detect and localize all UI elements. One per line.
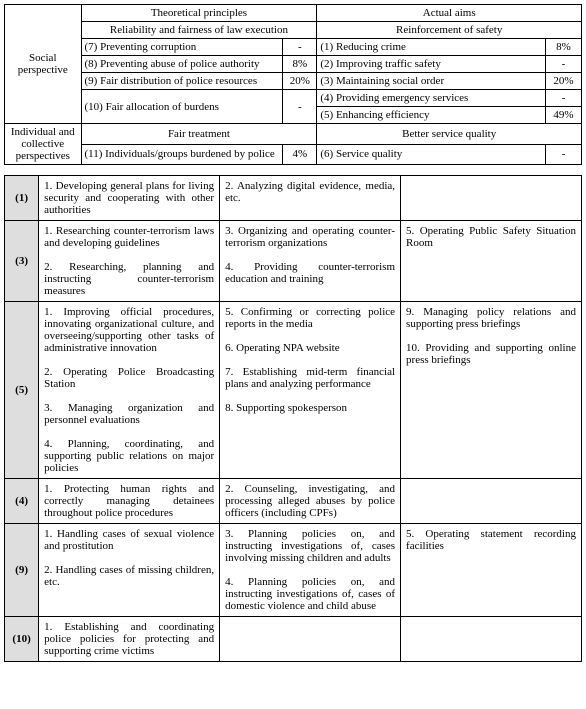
task-cell: 1. Developing general plans for living s… <box>39 176 220 221</box>
task-cell <box>220 617 401 662</box>
aim-pct: - <box>545 144 581 165</box>
aim-pct: - <box>545 90 581 107</box>
aim-pct: 49% <box>545 107 581 124</box>
task-cell: 1. Handling cases of sexual violence and… <box>39 524 220 617</box>
header-row: Social perspective Theoretical principle… <box>5 5 582 22</box>
task-idx: (9) <box>5 524 39 617</box>
task-row: (10)1. Establishing and coordinating pol… <box>5 617 582 662</box>
aim-pct: 8% <box>545 39 581 56</box>
task-row: (5)1. Improving official procedures, inn… <box>5 302 582 479</box>
task-cell: 2. Counseling, investigating, and proces… <box>220 479 401 524</box>
social-label: Social perspective <box>5 5 82 124</box>
task-cell: 1. Protecting human rights and correctly… <box>39 479 220 524</box>
task-idx: (4) <box>5 479 39 524</box>
theory-cell: (8) Preventing abuse of police authority <box>81 56 283 73</box>
task-cell: 5. Operating Public Safety Situation Roo… <box>401 221 582 302</box>
indiv-theory-header: Fair treatment <box>81 124 317 145</box>
task-idx: (1) <box>5 176 39 221</box>
task-row: (1)1. Developing general plans for livin… <box>5 176 582 221</box>
social-theory-header: Reliability and fairness of law executio… <box>81 22 317 39</box>
theory-pct: - <box>283 90 317 124</box>
theory-header: Theoretical principles <box>81 5 317 22</box>
task-cell: 2. Analyzing digital evidence, media, et… <box>220 176 401 221</box>
task-row: (4)1. Protecting human rights and correc… <box>5 479 582 524</box>
theory-pct: 8% <box>283 56 317 73</box>
task-cell: 1. Improving official procedures, innova… <box>39 302 220 479</box>
indiv-aims-header: Better service quality <box>317 124 582 145</box>
task-cell <box>401 479 582 524</box>
task-row: (9)1. Handling cases of sexual violence … <box>5 524 582 617</box>
task-cell: 1. Establishing and coordinating police … <box>39 617 220 662</box>
task-cell: 3. Planning policies on, and instructing… <box>220 524 401 617</box>
aim-cell: (4) Providing emergency services <box>317 90 545 107</box>
task-idx: (3) <box>5 221 39 302</box>
task-cell: 9. Managing policy relations and support… <box>401 302 582 479</box>
theory-cell: (10) Fair allocation of burdens <box>81 90 283 124</box>
social-aims-header: Reinforcement of safety <box>317 22 582 39</box>
task-cell: 5. Operating statement recording facilit… <box>401 524 582 617</box>
task-row: (3)1. Researching counter-terrorism laws… <box>5 221 582 302</box>
task-cell: 1. Researching counter-terrorism laws an… <box>39 221 220 302</box>
task-cell <box>401 176 582 221</box>
aim-cell: (6) Service quality <box>317 144 545 165</box>
task-idx: (5) <box>5 302 39 479</box>
theory-pct: 4% <box>283 144 317 165</box>
task-cell: 5. Confirming or correcting police repor… <box>220 302 401 479</box>
theory-pct: 20% <box>283 73 317 90</box>
tasks-table: (1)1. Developing general plans for livin… <box>4 175 582 662</box>
theory-cell: (9) Fair distribution of police resource… <box>81 73 283 90</box>
theory-cell: (11) Individuals/groups burdened by poli… <box>81 144 283 165</box>
task-idx: (10) <box>5 617 39 662</box>
task-cell: 3. Organizing and operating counter-terr… <box>220 221 401 302</box>
theory-pct: - <box>283 39 317 56</box>
aim-pct: - <box>545 56 581 73</box>
aims-header: Actual aims <box>317 5 582 22</box>
aim-cell: (2) Improving traffic safety <box>317 56 545 73</box>
aim-pct: 20% <box>545 73 581 90</box>
task-cell <box>401 617 582 662</box>
indiv-label: Individual and collective perspectives <box>5 124 82 165</box>
aim-cell: (3) Maintaining social order <box>317 73 545 90</box>
theory-cell: (7) Preventing corruption <box>81 39 283 56</box>
aim-cell: (1) Reducing crime <box>317 39 545 56</box>
principles-aims-table: Social perspective Theoretical principle… <box>4 4 582 165</box>
aim-cell: (5) Enhancing efficiency <box>317 107 545 124</box>
